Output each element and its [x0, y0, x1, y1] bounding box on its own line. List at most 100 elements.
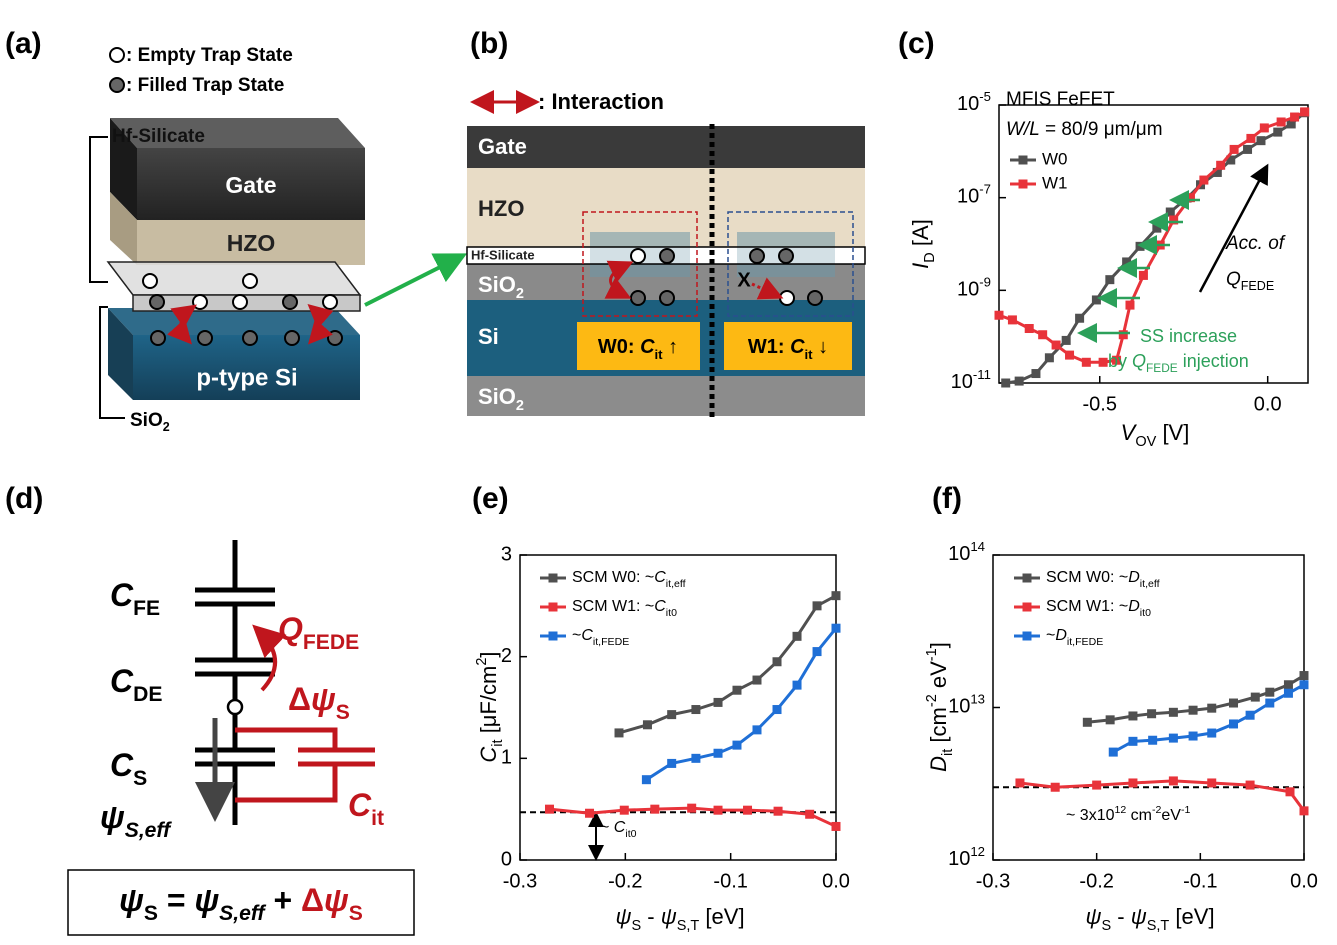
text-part: 10 — [948, 543, 970, 565]
text-part: DE — [133, 683, 162, 706]
text-part: S — [631, 918, 641, 934]
text-part: 12 — [970, 844, 985, 859]
x-tick-label: -0.5 — [1083, 393, 1117, 415]
text-part: injection — [1178, 351, 1249, 371]
annotation: W/L = 80/9 μm/μm — [1006, 119, 1163, 140]
hzo-side — [110, 192, 137, 265]
marker — [619, 805, 629, 815]
panel-a: (a) : Empty Trap State : Filled Trap Sta… — [5, 27, 468, 434]
text-part: S — [336, 701, 350, 724]
text-part: 14 — [970, 539, 985, 554]
text-part: eV — [1161, 807, 1181, 824]
wire — [235, 764, 338, 803]
w1-box — [727, 211, 854, 317]
text-part: SiO — [478, 384, 516, 409]
text-part: - — [641, 904, 661, 929]
x-tick-label: -0.2 — [1079, 870, 1113, 892]
y-tick-label: 10-5 — [957, 89, 991, 115]
text-part: D — [1128, 569, 1140, 586]
x-tick-label: 0.0 — [822, 870, 850, 892]
marker — [1265, 687, 1275, 697]
text-part: 10 — [957, 186, 979, 208]
blocked-mark: X — [737, 269, 751, 291]
marker — [1300, 107, 1310, 117]
psi-eff: ψS,eff — [100, 799, 172, 842]
text-part: it,eff — [666, 578, 686, 590]
marker — [1276, 117, 1286, 127]
marker — [772, 705, 782, 715]
annotation: SS increase — [1140, 326, 1237, 346]
text-part: + — [265, 882, 301, 918]
text-part: C — [654, 569, 666, 586]
marker — [1065, 350, 1075, 360]
text-part: V — [1121, 420, 1138, 445]
marker — [1216, 160, 1226, 170]
text-part: D — [1128, 598, 1140, 615]
text-part: ψ — [615, 904, 631, 929]
panel-b: (b) : Interaction Gate HZO Hf-Silicate S… — [466, 27, 866, 420]
interaction-arrow — [167, 304, 197, 345]
marker — [812, 601, 822, 611]
text-part: SiO — [478, 272, 516, 297]
text-part: S,eff — [125, 819, 172, 842]
trap — [282, 294, 298, 310]
marker — [1105, 275, 1115, 285]
layer-label: HZO — [227, 230, 276, 256]
trap — [659, 248, 675, 264]
marker — [1168, 707, 1178, 717]
marker — [1199, 175, 1209, 185]
equation-box — [67, 869, 415, 936]
marker — [1128, 778, 1138, 788]
series-line — [1112, 683, 1305, 754]
y-axis-label: Cit [μF/cm2] — [474, 651, 506, 762]
hzo-front — [137, 220, 365, 265]
marker — [1250, 692, 1260, 702]
marker — [1128, 711, 1138, 721]
text-part: ~ — [600, 819, 614, 836]
text-part: - — [1111, 904, 1131, 929]
annotation: ~ 3x1012 cm-2eV-1 — [1066, 804, 1190, 824]
marker — [994, 310, 1004, 320]
equation: ψS = ψS,eff + ΔψS — [119, 882, 363, 925]
text-part: = 80/9 μm/μm — [1040, 119, 1163, 140]
empty-trap-icon — [109, 47, 125, 63]
legend-marker — [1022, 602, 1032, 612]
text-part: C — [476, 747, 501, 763]
series-line — [549, 806, 837, 828]
marker — [792, 631, 802, 641]
blocked-arrow — [751, 277, 784, 300]
text-part: ] — [476, 651, 501, 657]
marker — [1014, 376, 1024, 386]
text-part: 10 — [957, 279, 979, 301]
text-part: FEDE — [1146, 361, 1178, 375]
marker — [1051, 340, 1061, 350]
y-tick-label: 10-11 — [951, 367, 991, 393]
marker — [772, 657, 782, 667]
text-part: W1: — [748, 336, 790, 358]
sio2-layer — [467, 376, 865, 416]
marker — [1024, 324, 1034, 334]
text-part: S,eff — [219, 902, 266, 925]
marker — [831, 821, 841, 831]
text-part: ] — [926, 642, 951, 648]
marker — [1286, 119, 1296, 129]
marker — [1075, 313, 1085, 323]
marker — [1148, 735, 1158, 745]
marker — [1283, 680, 1293, 690]
trend-arrow — [1198, 163, 1269, 293]
marker — [812, 647, 822, 657]
legend-label: ~Cit,FEDE — [572, 627, 629, 648]
marker — [1061, 335, 1071, 345]
text-part: ~ 3x10 — [1066, 807, 1115, 824]
text-part: 10 — [948, 848, 970, 870]
marker — [1081, 357, 1091, 367]
text-part: Q — [1132, 351, 1146, 371]
c-fe: CFE — [110, 577, 160, 620]
text-part: cm — [1126, 807, 1152, 824]
text-part: -2 — [1152, 804, 1162, 816]
marker — [667, 710, 677, 720]
x-axis-label: ψS - ψS,T [eV] — [1085, 904, 1214, 934]
trap — [242, 330, 258, 346]
marker — [752, 675, 762, 685]
